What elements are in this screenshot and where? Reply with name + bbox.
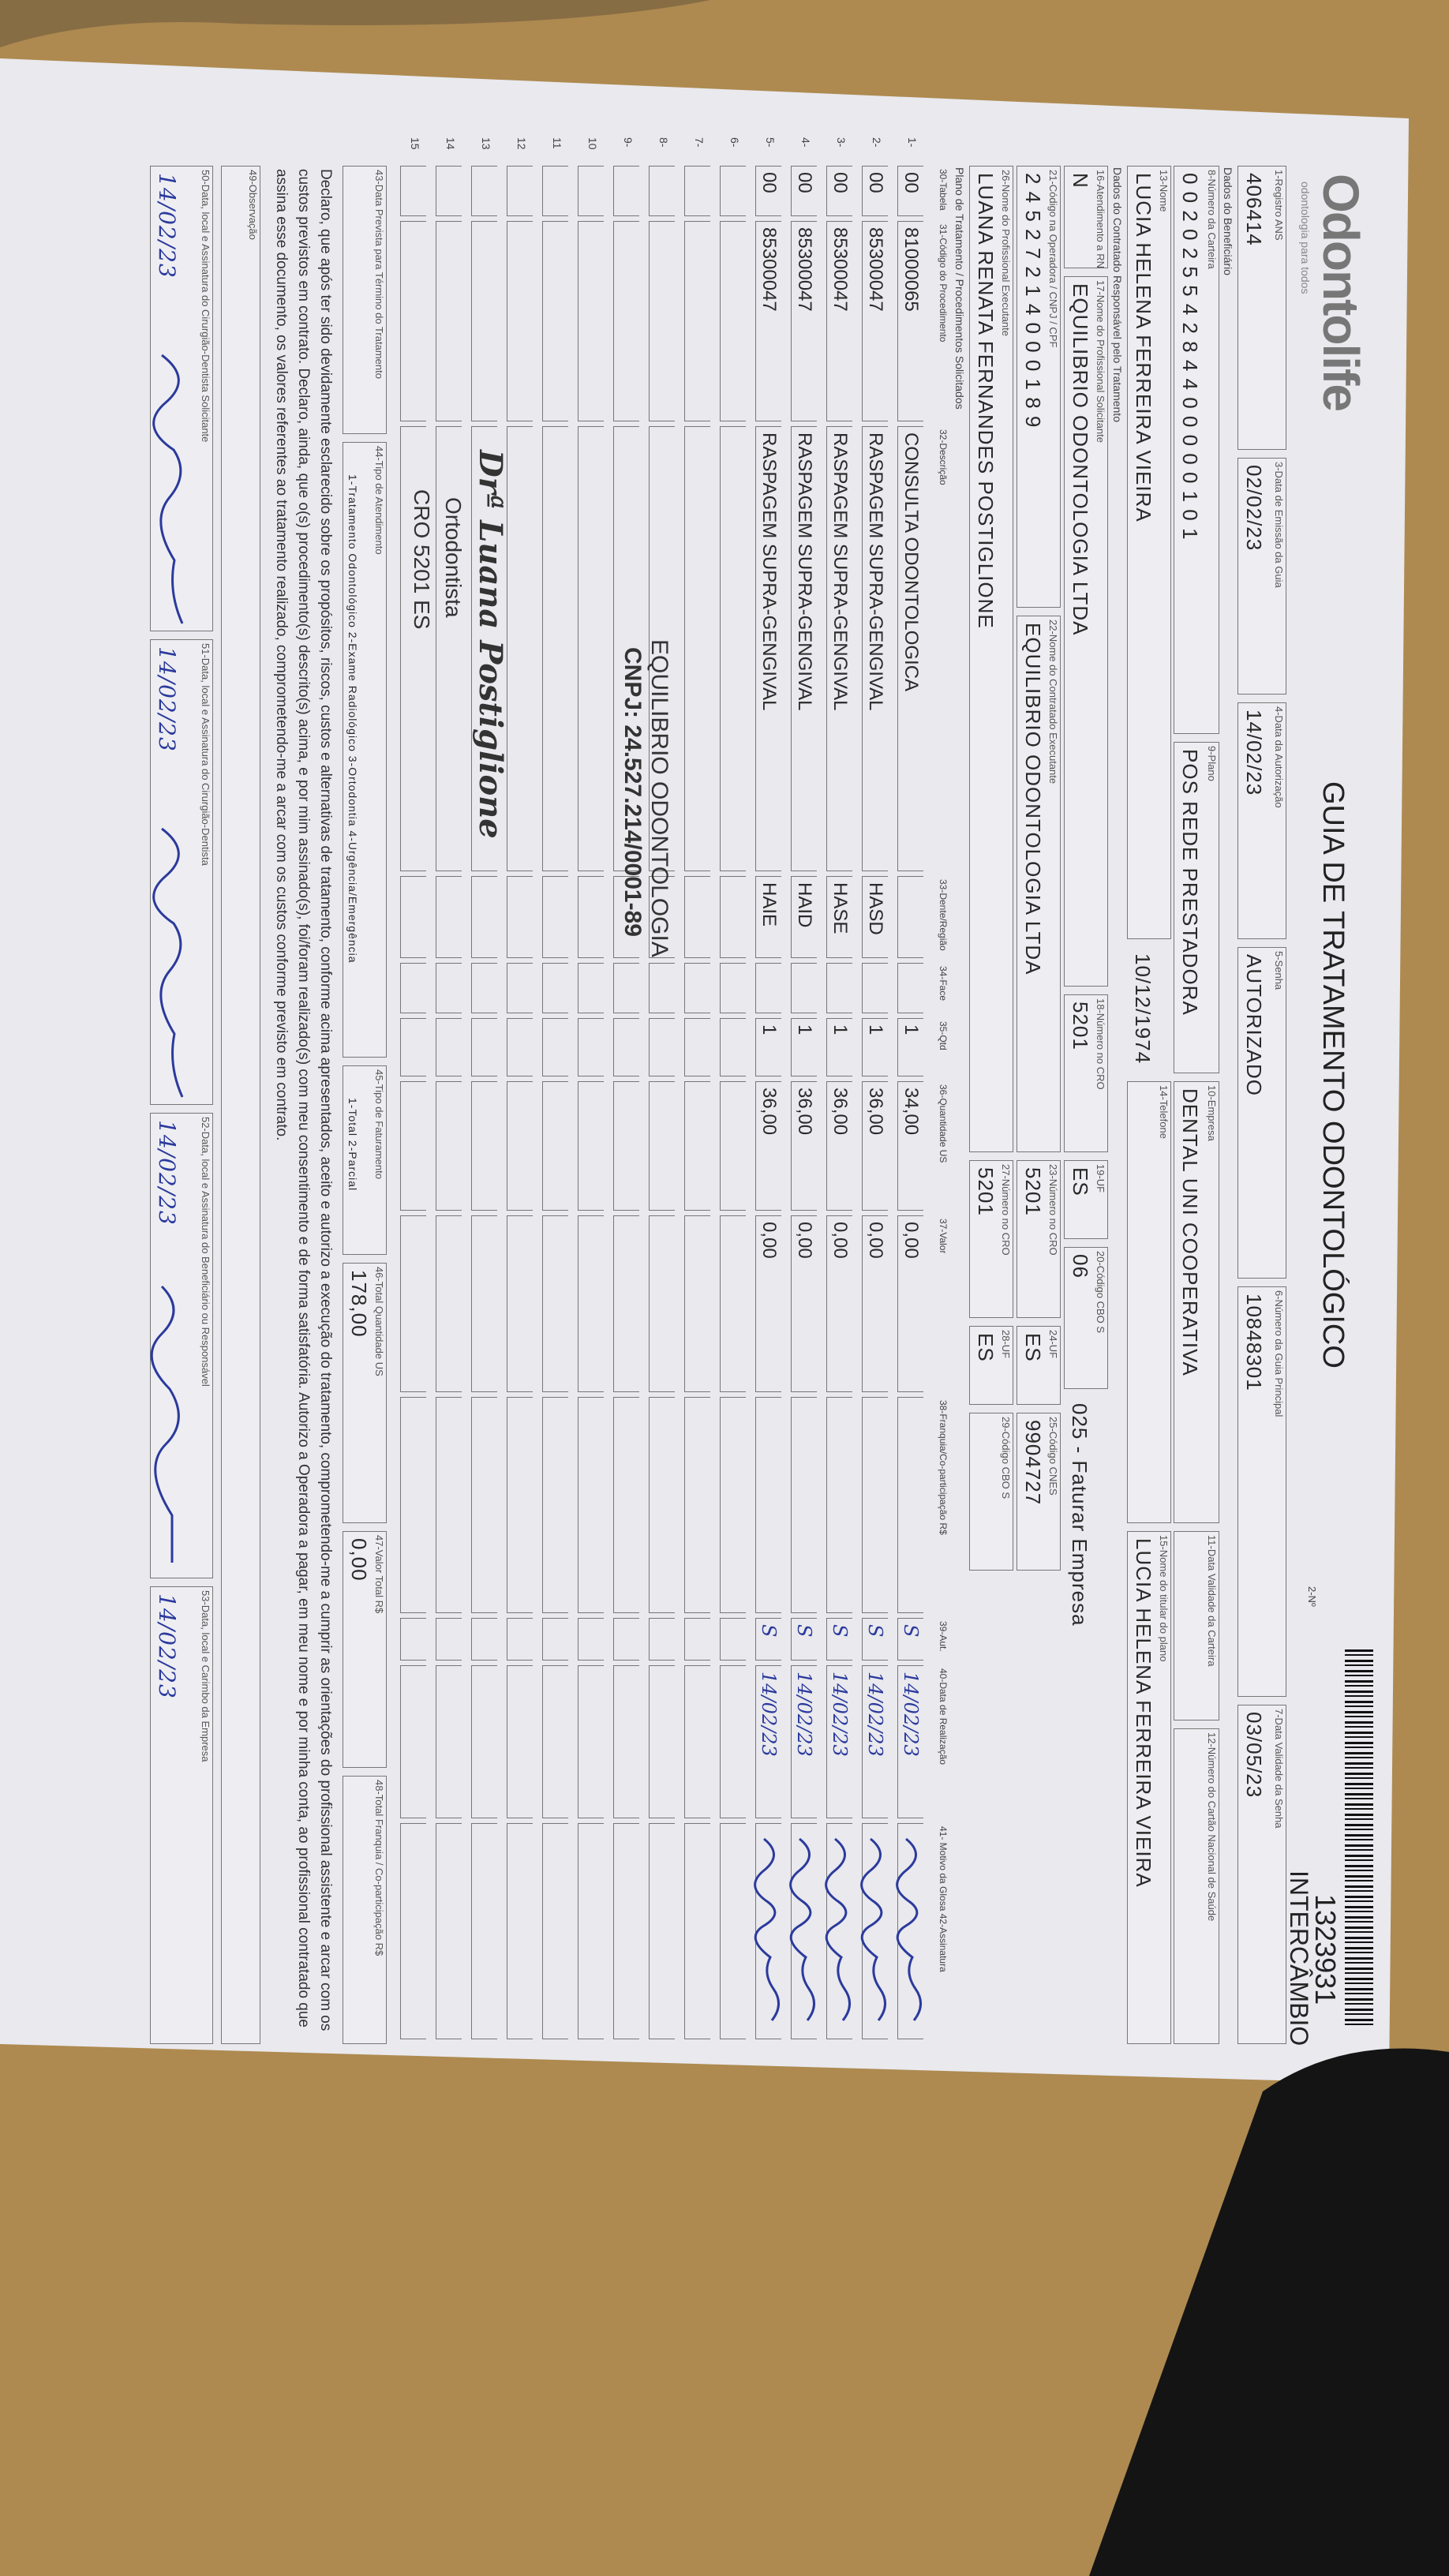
paper <box>0 58 1409 2084</box>
row-number: 8- <box>657 137 670 148</box>
row-number: 2- <box>871 137 883 148</box>
signature-stroke <box>152 827 184 1098</box>
row-number: 3- <box>835 137 848 148</box>
shadow <box>0 0 710 47</box>
signature-stroke <box>150 1285 180 1563</box>
signature-stroke <box>825 1837 851 2021</box>
row-number: 9- <box>622 137 635 148</box>
row-number: 13 <box>480 137 492 150</box>
signature-stroke <box>896 1837 922 2021</box>
row-number: 14 <box>444 137 457 150</box>
signature-stroke <box>789 1837 815 2021</box>
row-number: 6- <box>728 137 741 148</box>
row-number: 11 <box>551 137 564 149</box>
row-number: 12 <box>515 137 528 150</box>
row-number: 4- <box>799 137 812 148</box>
form: Odontolife odontologia para todos GUIA DE … <box>126 137 1373 2046</box>
signature-stroke <box>754 1837 780 2021</box>
dark-object <box>1089 2048 1449 2576</box>
signature-stroke <box>860 1837 886 2021</box>
signature-stroke <box>152 354 184 624</box>
row-number: 10 <box>586 137 599 150</box>
row-number: 1- <box>906 137 919 148</box>
row-number: 15 <box>409 137 421 150</box>
signatures <box>150 354 922 2021</box>
row-number: 5- <box>764 137 777 148</box>
row-number: 7- <box>693 137 706 148</box>
